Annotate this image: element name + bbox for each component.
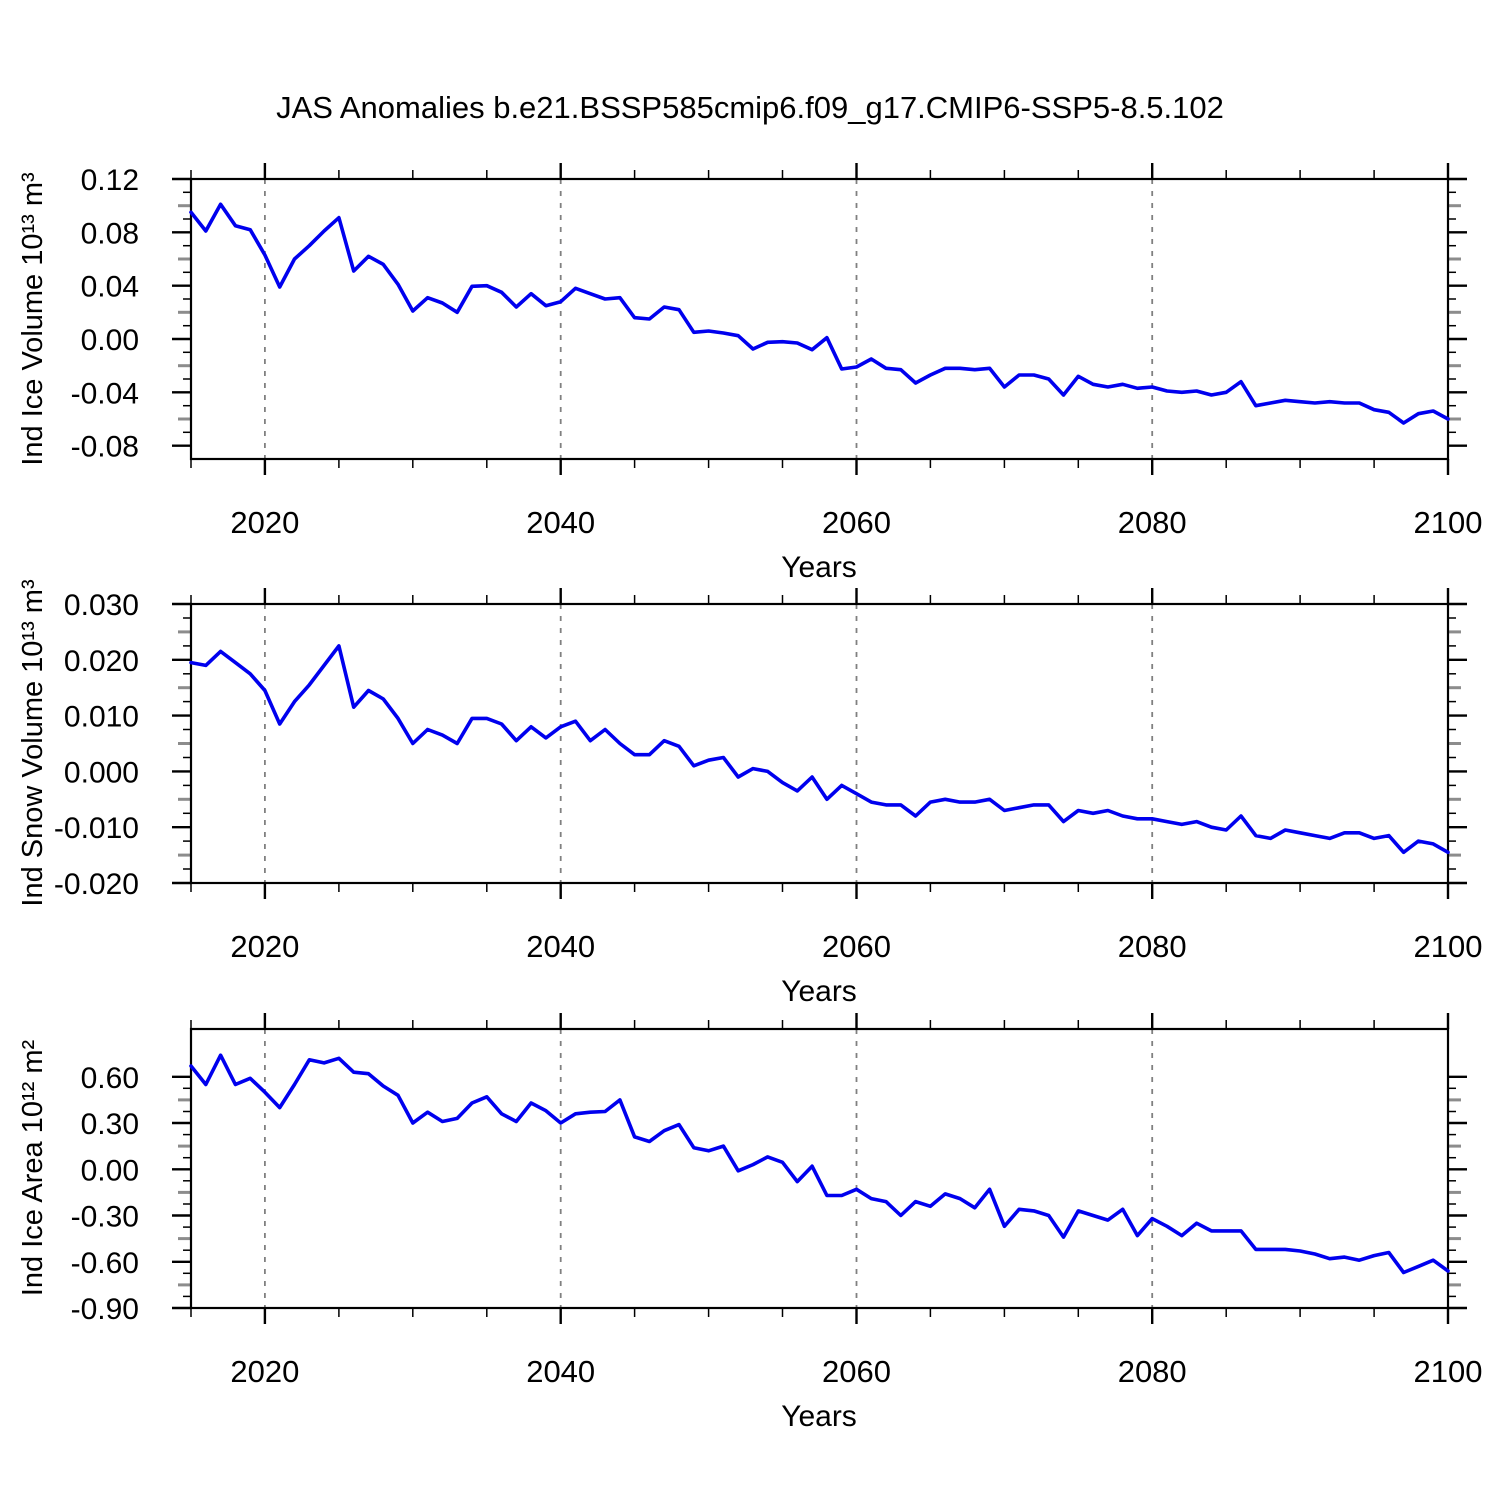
series-line-ice-volume <box>189 202 1450 425</box>
x-tick-label: 2040 <box>526 1354 595 1389</box>
panel-ice-area: 2020 2040 2060 2080 2100 0.60 0.30 0.00 -0.30 -0.… <box>71 1013 1483 1389</box>
y-tick-label: 0.08 <box>81 217 139 250</box>
plot-frame <box>189 1027 1450 1310</box>
y-axis-title-ice-area: Ind Ice Area 10¹² m² <box>17 1040 49 1297</box>
y-tick-label: 0.020 <box>64 645 139 678</box>
plot-title: JAS Anomalies b.e21.BSSP585cmip6.f09_g17… <box>276 90 1224 125</box>
y-tick-label: -0.010 <box>54 812 139 845</box>
x-tick-label: 2040 <box>526 929 595 964</box>
y-tick-label: 0.030 <box>64 589 139 622</box>
y-tick-label: 0.60 <box>81 1062 139 1095</box>
y-tick-label: -0.90 <box>71 1293 139 1326</box>
x-tick-label: 2080 <box>1118 1354 1187 1389</box>
x-tick-label: 2060 <box>822 505 891 540</box>
y-tick-label: -0.08 <box>71 431 139 464</box>
series-line-ice-area <box>189 1053 1450 1275</box>
y-tick-label: 0.000 <box>64 756 139 789</box>
x-axis-title-1: Years <box>781 551 857 584</box>
x-tick-label: 2060 <box>822 929 891 964</box>
x-axis-title-2: Years <box>781 975 857 1008</box>
y-tick-label: 0.12 <box>81 164 139 197</box>
y-axis-title-ice-volume: Ind Ice Volume 10¹³ m³ <box>17 172 49 466</box>
y-tick-label: -0.04 <box>71 377 139 410</box>
plot-frame <box>189 177 1450 461</box>
y-tick-label: 0.04 <box>81 271 139 304</box>
x-tick-label: 2060 <box>822 1354 891 1389</box>
y-tick-label: 0.30 <box>81 1108 139 1141</box>
y-tick-label: -0.020 <box>54 868 139 901</box>
y-axis-title-snow-volume: Ind Snow Volume 10¹³ m³ <box>17 579 49 907</box>
x-tick-label: 2100 <box>1414 1354 1483 1389</box>
series-line-snow-volume <box>189 644 1450 855</box>
x-tick-label: 2020 <box>230 505 299 540</box>
x-tick-label: 2080 <box>1118 929 1187 964</box>
panel-ice-volume: 2020 2040 2060 2080 2100 0.12 0.08 0.04 0.00 -0.0… <box>71 163 1483 540</box>
plot-frame <box>189 602 1450 885</box>
x-tick-label: 2020 <box>230 929 299 964</box>
panel-snow-volume: 2020 2040 2060 2080 2100 0.030 0.020 0.010 0.000… <box>54 588 1483 964</box>
x-axis-title-3: Years <box>781 1400 857 1433</box>
x-tick-label: 2080 <box>1118 505 1187 540</box>
y-tick-label: 0.00 <box>81 1154 139 1187</box>
x-tick-label: 2100 <box>1414 505 1483 540</box>
y-tick-label: -0.30 <box>71 1201 139 1234</box>
y-tick-label: 0.00 <box>81 324 139 357</box>
y-tick-label: -0.60 <box>71 1247 139 1280</box>
y-tick-label: 0.010 <box>64 701 139 734</box>
x-tick-label: 2040 <box>526 505 595 540</box>
x-tick-label: 2100 <box>1414 929 1483 964</box>
x-tick-label: 2020 <box>230 1354 299 1389</box>
